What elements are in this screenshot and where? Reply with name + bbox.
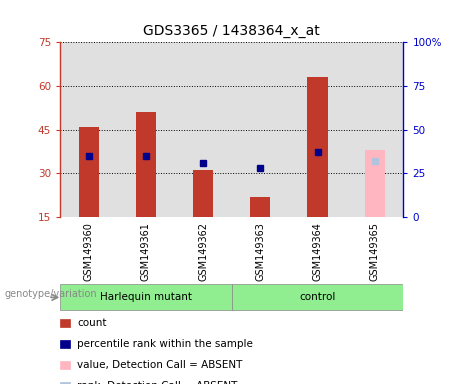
- Text: percentile rank within the sample: percentile rank within the sample: [77, 339, 253, 349]
- Text: Harlequin mutant: Harlequin mutant: [100, 292, 192, 302]
- Bar: [307, 77, 327, 217]
- Text: value, Detection Call = ABSENT: value, Detection Call = ABSENT: [77, 360, 242, 370]
- Text: GSM149365: GSM149365: [370, 222, 380, 281]
- Text: genotype/variation: genotype/variation: [5, 288, 97, 299]
- Text: GSM149364: GSM149364: [313, 222, 323, 281]
- Text: GSM149363: GSM149363: [255, 222, 265, 281]
- Bar: [231, 285, 403, 310]
- Text: control: control: [299, 292, 336, 302]
- Bar: [136, 112, 156, 217]
- Text: GSM149361: GSM149361: [141, 222, 151, 281]
- Text: GSM149360: GSM149360: [83, 222, 94, 281]
- Bar: [365, 150, 385, 217]
- Bar: [193, 170, 213, 217]
- Text: rank, Detection Call = ABSENT: rank, Detection Call = ABSENT: [77, 381, 237, 384]
- Bar: [60, 285, 231, 310]
- Text: count: count: [77, 318, 106, 328]
- Title: GDS3365 / 1438364_x_at: GDS3365 / 1438364_x_at: [143, 25, 320, 38]
- Text: GSM149362: GSM149362: [198, 222, 208, 281]
- Bar: [78, 127, 99, 217]
- Bar: [250, 197, 270, 217]
